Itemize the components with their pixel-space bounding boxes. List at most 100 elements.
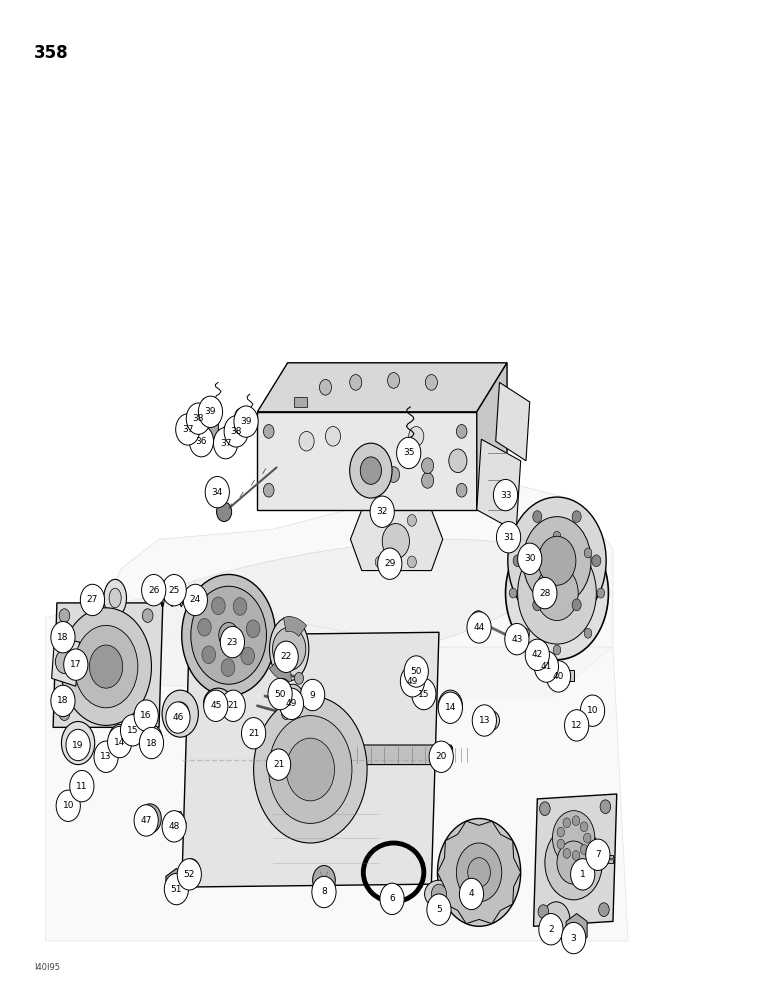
Ellipse shape <box>147 584 155 597</box>
Circle shape <box>449 449 467 473</box>
Polygon shape <box>181 632 439 887</box>
Text: 52: 52 <box>184 870 195 879</box>
Polygon shape <box>496 382 530 461</box>
Circle shape <box>438 690 462 721</box>
Ellipse shape <box>109 588 121 608</box>
Bar <box>558 670 574 681</box>
Text: 38: 38 <box>193 414 204 423</box>
Text: 37: 37 <box>182 425 194 434</box>
Circle shape <box>471 611 486 630</box>
Circle shape <box>282 708 291 720</box>
Circle shape <box>432 884 446 904</box>
Text: 43: 43 <box>511 635 523 644</box>
Polygon shape <box>350 510 443 571</box>
Circle shape <box>320 379 331 395</box>
Text: 10: 10 <box>63 801 74 810</box>
Circle shape <box>137 701 155 724</box>
Text: 50: 50 <box>274 690 286 699</box>
Circle shape <box>51 622 75 653</box>
Text: 36: 36 <box>195 437 207 446</box>
Circle shape <box>572 851 580 860</box>
Polygon shape <box>533 794 617 926</box>
Circle shape <box>456 425 467 438</box>
Circle shape <box>62 721 95 765</box>
Ellipse shape <box>479 710 499 731</box>
Circle shape <box>380 883 405 915</box>
Circle shape <box>269 716 352 823</box>
Circle shape <box>290 700 298 712</box>
Ellipse shape <box>483 715 494 726</box>
Circle shape <box>59 609 69 622</box>
Circle shape <box>382 524 409 559</box>
Circle shape <box>600 800 611 814</box>
Circle shape <box>510 588 517 598</box>
Polygon shape <box>477 363 507 510</box>
Polygon shape <box>438 821 520 924</box>
Bar <box>76 782 90 792</box>
Circle shape <box>198 396 222 427</box>
Circle shape <box>598 903 609 916</box>
Circle shape <box>533 577 557 609</box>
Circle shape <box>429 741 453 772</box>
Text: 15: 15 <box>127 726 138 735</box>
Circle shape <box>408 426 424 446</box>
Text: 49: 49 <box>286 699 297 708</box>
Text: 32: 32 <box>377 507 388 516</box>
Circle shape <box>176 414 200 445</box>
Circle shape <box>220 626 245 658</box>
Circle shape <box>581 822 587 832</box>
Text: 8: 8 <box>321 888 327 896</box>
Text: 37: 37 <box>220 439 232 448</box>
Circle shape <box>350 375 362 390</box>
Circle shape <box>459 878 483 910</box>
Circle shape <box>312 876 336 908</box>
Circle shape <box>233 598 247 615</box>
Ellipse shape <box>59 629 69 645</box>
FancyBboxPatch shape <box>297 745 452 765</box>
Circle shape <box>539 914 563 945</box>
Circle shape <box>522 548 530 558</box>
Text: 20: 20 <box>435 752 447 761</box>
Circle shape <box>313 866 335 895</box>
Text: 18: 18 <box>57 696 69 705</box>
Text: 15: 15 <box>418 690 429 699</box>
Text: I40I95: I40I95 <box>34 963 60 972</box>
Text: 21: 21 <box>248 729 259 738</box>
Circle shape <box>204 690 228 721</box>
Text: 7: 7 <box>595 850 601 859</box>
Ellipse shape <box>55 622 74 652</box>
Circle shape <box>493 479 518 511</box>
Ellipse shape <box>425 880 453 908</box>
Circle shape <box>408 514 416 526</box>
Polygon shape <box>566 914 587 945</box>
Polygon shape <box>46 598 628 941</box>
Ellipse shape <box>144 725 162 755</box>
Circle shape <box>554 645 560 655</box>
Circle shape <box>378 548 402 579</box>
Circle shape <box>274 641 298 672</box>
Circle shape <box>268 678 292 710</box>
Text: 39: 39 <box>240 417 252 426</box>
Circle shape <box>388 467 400 482</box>
Circle shape <box>438 818 520 926</box>
Text: 25: 25 <box>168 586 180 595</box>
Circle shape <box>162 811 186 842</box>
Circle shape <box>141 574 166 606</box>
Circle shape <box>205 476 229 508</box>
Ellipse shape <box>98 744 114 762</box>
Circle shape <box>56 650 73 673</box>
Circle shape <box>563 848 571 858</box>
Polygon shape <box>477 439 520 531</box>
Text: 13: 13 <box>479 716 490 725</box>
FancyBboxPatch shape <box>435 747 452 763</box>
Ellipse shape <box>59 693 69 709</box>
Circle shape <box>456 483 467 497</box>
Circle shape <box>533 511 542 523</box>
Ellipse shape <box>143 576 160 604</box>
Circle shape <box>584 628 592 638</box>
Circle shape <box>547 661 571 692</box>
Circle shape <box>388 373 400 388</box>
Circle shape <box>505 623 529 655</box>
Circle shape <box>66 729 90 761</box>
Circle shape <box>592 555 601 567</box>
